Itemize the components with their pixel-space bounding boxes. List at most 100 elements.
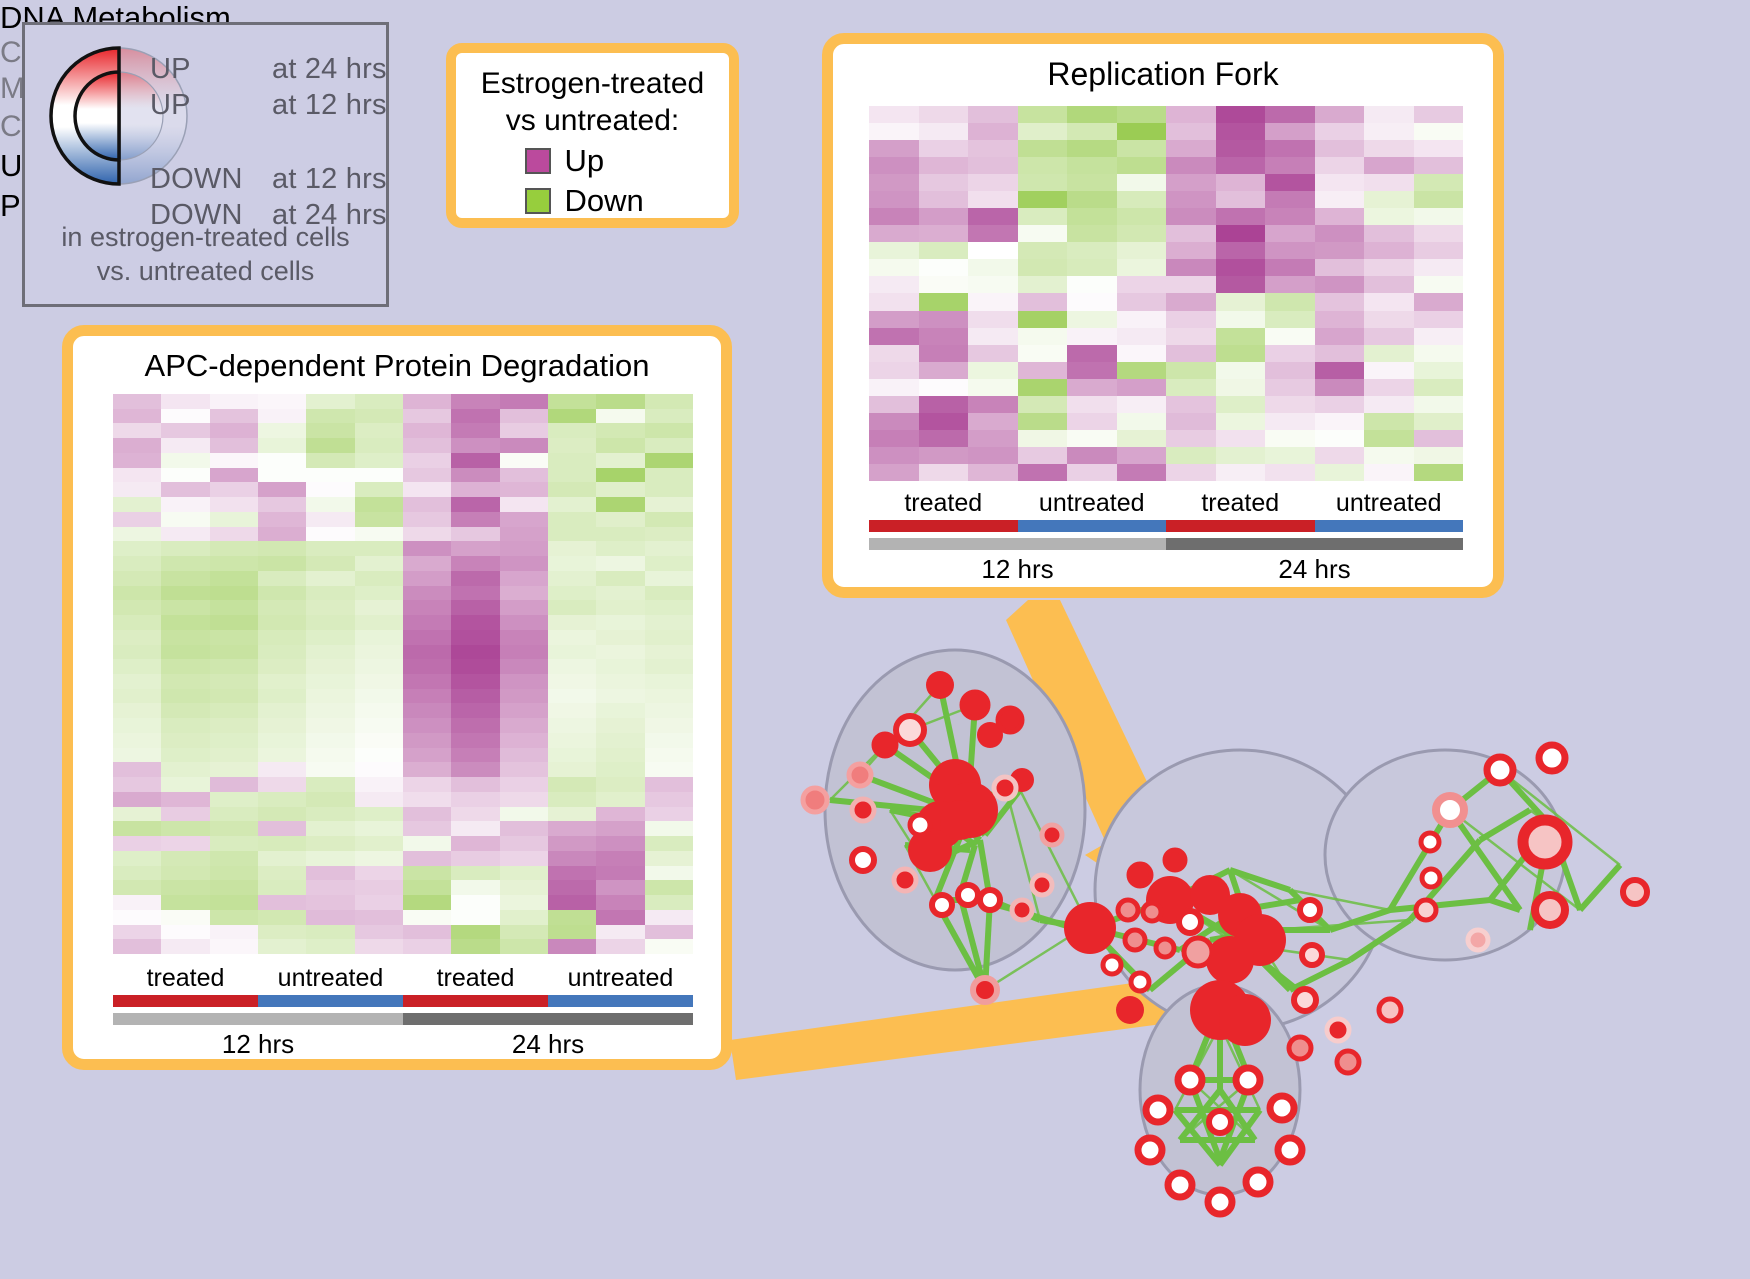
- heatmap-cell: [451, 777, 500, 792]
- heatmap-cell: [1067, 225, 1117, 243]
- heatmap-cell: [354, 880, 403, 896]
- heatmap-cell: [257, 895, 307, 910]
- time-label: 24 hrs: [511, 1029, 585, 1059]
- heatmap-cell: [354, 732, 403, 748]
- heatmap-cell: [209, 909, 258, 925]
- heatmap-cell: [1116, 123, 1166, 141]
- heatmap-cell: [1116, 310, 1166, 328]
- heatmap-cell: [306, 850, 355, 866]
- heatmap-cell: [547, 924, 597, 940]
- down-swatch: [524, 188, 551, 214]
- heatmap-cell: [547, 467, 597, 483]
- heatmap-cell: [257, 821, 307, 837]
- heatmap-cell: [1364, 412, 1414, 430]
- heatmap-cell: [113, 452, 162, 468]
- heatmap-cell: [499, 806, 548, 822]
- heatmap-cell: [499, 718, 548, 733]
- heatmap-cell: [209, 408, 258, 424]
- heatmap-cell: [451, 895, 500, 910]
- heatmap-cell: [306, 880, 355, 896]
- heatmap-cell: [1364, 344, 1414, 362]
- heatmap-cell: [113, 836, 162, 851]
- heatmap-cell: [644, 703, 693, 719]
- heatmap-cell: [596, 644, 645, 660]
- heatmap-cell: [306, 836, 355, 851]
- heatmap-cell: [402, 718, 452, 733]
- heatmap-cell: [547, 688, 597, 704]
- heatmap-cell: [1116, 463, 1166, 481]
- heatmap-cell: [209, 674, 258, 689]
- heatmap-cell: [451, 600, 500, 616]
- heatmap-cell: [402, 865, 452, 881]
- heatmap-cell: [402, 556, 452, 571]
- treatment-bar: [113, 995, 693, 1007]
- heatmap-cell: [161, 526, 210, 542]
- heatmap-cell: [1215, 310, 1265, 328]
- heatmap-cell: [1265, 344, 1315, 362]
- heatmap-cell: [596, 600, 645, 616]
- heatmap-cell: [209, 541, 258, 557]
- heatmap-cell: [547, 452, 597, 468]
- heatmap-cell: [1413, 395, 1463, 413]
- heatmap-cell: [644, 394, 693, 409]
- heatmap-cell: [257, 644, 307, 660]
- heatmap-cell: [547, 732, 597, 748]
- heatmap-cell: [402, 585, 452, 601]
- heatmap-cell: [402, 703, 452, 719]
- heatmap-cell: [257, 777, 307, 792]
- heatmap-cell: [306, 674, 355, 689]
- group-label: untreated: [567, 964, 674, 992]
- heatmap-cell: [1116, 276, 1166, 294]
- heatmap-cell: [209, 482, 258, 498]
- heatmap-cell: [1314, 446, 1364, 464]
- heatmap-cell: [113, 408, 162, 424]
- heatmap-cell: [161, 511, 210, 527]
- heatmap-cell: [354, 924, 403, 940]
- heatmap-cell: [354, 394, 403, 409]
- group-label: untreated: [277, 964, 384, 992]
- heatmap-cell: [354, 452, 403, 468]
- heatmap-cell: [257, 850, 307, 866]
- heatmap-cell: [1314, 412, 1364, 430]
- heatmap-cell: [596, 541, 645, 557]
- heatmap-cell: [918, 327, 968, 345]
- heatmap-cell: [113, 762, 162, 778]
- legend-direction: DOWN: [150, 162, 243, 195]
- heatmap-cell: [1116, 225, 1166, 243]
- network-nodes: [800, 671, 1650, 1218]
- heatmap-cell: [1116, 344, 1166, 362]
- heatmap-cell: [499, 762, 548, 778]
- heatmap-cell: [1265, 225, 1315, 243]
- heatmap-cell: [209, 629, 258, 645]
- heatmap-cell: [1364, 327, 1414, 345]
- heatmap-cell: [1017, 463, 1067, 481]
- heatmap-cell: [402, 762, 452, 778]
- heatmap-cell: [968, 293, 1018, 311]
- heatmap-cell: [644, 585, 693, 601]
- heatmap-cell: [354, 541, 403, 557]
- heatmap-cell: [402, 821, 452, 837]
- heatmap-cell: [644, 511, 693, 527]
- heatmap-cell: [499, 924, 548, 940]
- heatmap-cell: [1265, 310, 1315, 328]
- heatmap-cell: [869, 157, 919, 175]
- heatmap-cell: [451, 747, 500, 763]
- heatmap-cell: [354, 865, 403, 881]
- legend-footer-line-2: vs. untreated cells: [96, 256, 315, 286]
- heatmap-cell: [113, 438, 162, 453]
- heatmap-cell: [113, 924, 162, 940]
- timepoint-bar: [113, 1013, 693, 1025]
- heatmap-cell: [968, 242, 1018, 260]
- heatmap-cell: [354, 570, 403, 586]
- heatmap-cell: [306, 423, 355, 439]
- heatmap-cell: [306, 570, 355, 586]
- timepoint-bar: [869, 538, 1463, 550]
- legend-direction: DOWN: [150, 198, 243, 231]
- heatmap-cell: [918, 140, 968, 158]
- heatmap-cell: [1364, 208, 1414, 226]
- heatmap-cell: [209, 865, 258, 881]
- heatmap-cell: [1265, 157, 1315, 175]
- heatmap-cell: [354, 777, 403, 792]
- heatmap-cell: [402, 747, 452, 763]
- group-label: treated: [1201, 489, 1280, 517]
